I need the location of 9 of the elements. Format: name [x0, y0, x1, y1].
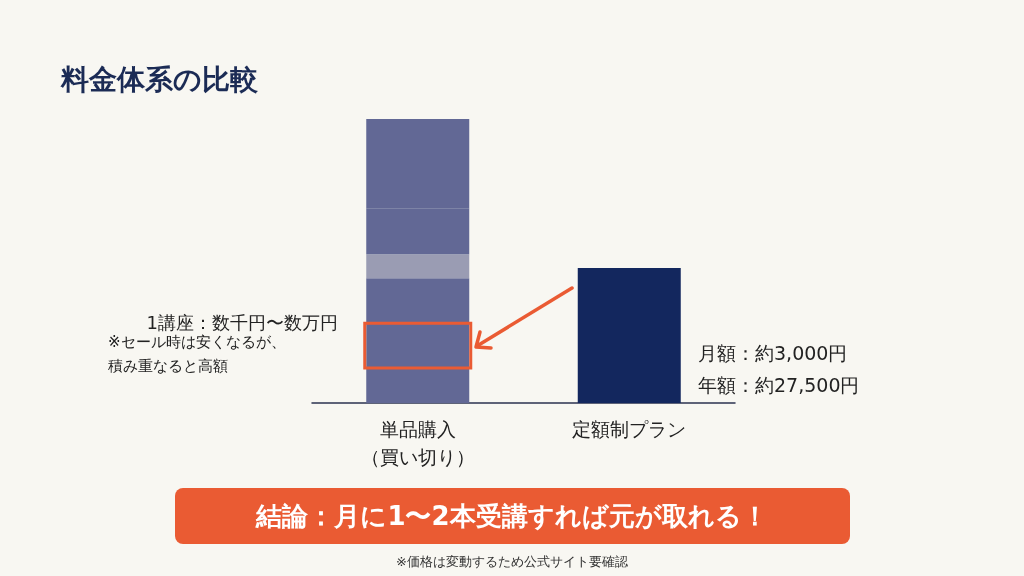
annotation: 1講座：数千円〜数万円: [146, 311, 338, 333]
x-tick-label: 単品購入（買い切り）: [360, 418, 475, 468]
annotation: 月額：約3,000円: [698, 342, 848, 364]
annotation: 年額：約27,500円: [698, 374, 860, 396]
chart-title: 料金体系の比較: [60, 62, 259, 96]
text: ※価格は変動するため公式サイト要確認: [396, 553, 628, 569]
text: ※セール時は安くなるが、積み重なると高額: [108, 333, 286, 375]
text: 結論：月に1〜2本受講すれば元が取れる！: [255, 501, 768, 531]
x-tick-label: 定額制プラン: [572, 418, 687, 440]
